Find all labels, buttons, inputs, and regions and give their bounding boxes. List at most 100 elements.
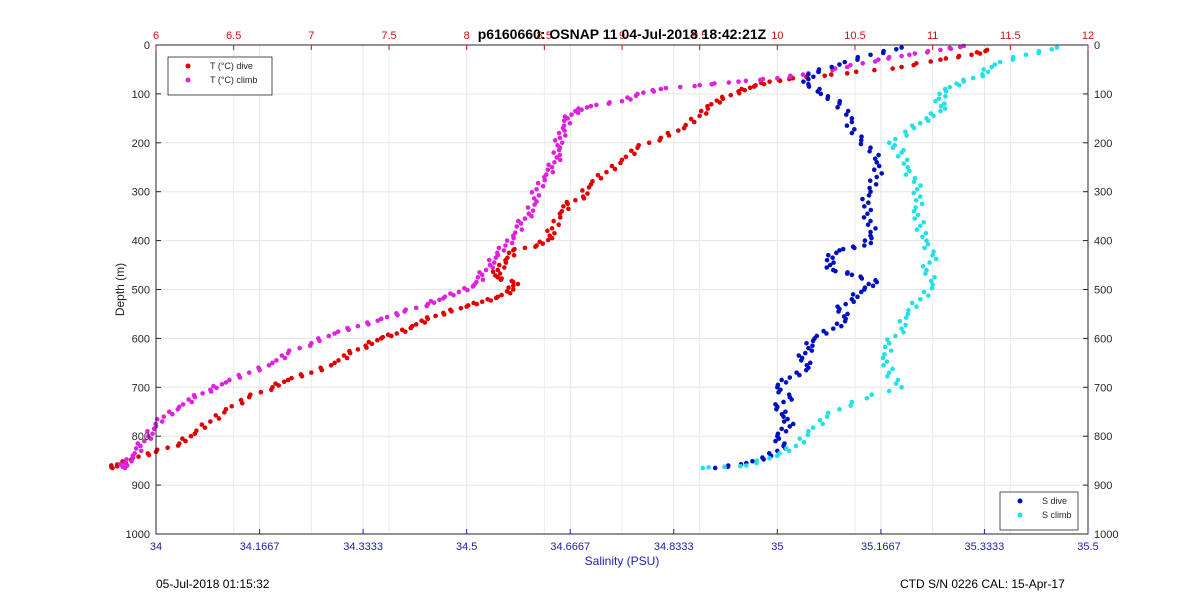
data-point — [227, 377, 232, 383]
data-point — [556, 130, 562, 136]
data-point — [510, 248, 516, 253]
data-point — [536, 193, 542, 198]
data-point — [712, 465, 718, 471]
data-point — [192, 431, 198, 437]
data-point — [793, 443, 799, 449]
legend-marker — [1017, 498, 1023, 504]
data-point — [651, 89, 657, 94]
data-point — [767, 79, 772, 84]
data-point — [943, 56, 949, 61]
data-point — [552, 138, 558, 143]
data-point — [851, 299, 857, 305]
data-point — [924, 238, 929, 243]
data-point — [797, 372, 802, 378]
data-point — [750, 458, 755, 464]
data-point — [893, 333, 898, 339]
data-point — [783, 380, 789, 385]
data-point — [425, 316, 431, 322]
data-point — [866, 200, 871, 206]
data-point — [761, 81, 767, 87]
data-point — [787, 375, 793, 380]
data-point — [805, 432, 811, 438]
data-point — [901, 329, 906, 335]
data-point — [170, 411, 175, 417]
data-point — [899, 385, 904, 390]
data-point — [922, 245, 927, 251]
data-point — [890, 366, 895, 372]
data-point — [545, 167, 551, 172]
data-point — [810, 338, 816, 344]
data-point — [276, 383, 282, 388]
data-point — [919, 201, 925, 207]
data-point — [929, 285, 935, 291]
data-point — [781, 419, 787, 424]
data-point — [552, 160, 557, 165]
data-point — [876, 152, 881, 158]
data-point — [663, 85, 669, 91]
data-point — [873, 226, 878, 231]
data-point — [882, 344, 888, 350]
data-point — [761, 457, 766, 462]
data-point — [926, 118, 931, 124]
data-point — [849, 116, 855, 121]
data-point — [165, 445, 170, 450]
data-point — [534, 186, 539, 192]
data-point — [804, 340, 809, 346]
data-point — [580, 188, 585, 193]
data-point — [565, 116, 570, 121]
legend-salinity — [999, 491, 1079, 531]
data-point — [845, 311, 850, 317]
x-top-tick-label: 7 — [308, 30, 314, 42]
data-point — [658, 86, 664, 92]
data-point — [890, 145, 896, 150]
data-point — [869, 235, 874, 241]
data-point — [775, 385, 780, 390]
data-point — [635, 145, 640, 150]
data-point — [180, 402, 186, 407]
data-point — [849, 119, 855, 125]
data-point — [911, 62, 916, 68]
data-point — [803, 367, 809, 373]
data-point — [848, 403, 853, 408]
data-point — [266, 362, 272, 368]
data-point — [858, 141, 864, 147]
data-point — [237, 375, 243, 380]
data-point — [297, 345, 302, 351]
data-point — [464, 304, 469, 309]
data-point — [914, 186, 920, 192]
y-tick-label-right: 1000 — [1094, 529, 1118, 541]
data-point — [754, 460, 759, 466]
data-point — [1010, 57, 1016, 62]
data-point — [146, 452, 152, 458]
data-point — [751, 84, 757, 89]
data-point — [997, 59, 1003, 65]
x-top-tick-label: 8 — [464, 30, 470, 42]
data-point — [138, 448, 144, 454]
data-point — [493, 255, 499, 261]
data-point — [510, 283, 516, 289]
data-point — [837, 101, 842, 106]
data-point — [413, 322, 419, 327]
data-point — [530, 208, 536, 213]
data-point — [901, 161, 907, 166]
data-point — [852, 127, 857, 132]
data-point — [554, 155, 560, 160]
data-point — [815, 89, 821, 94]
data-point — [384, 314, 390, 320]
data-point — [188, 433, 194, 439]
x-bottom-tick-label: 34.5 — [456, 541, 477, 553]
data-point — [433, 313, 438, 319]
data-point — [810, 425, 816, 430]
data-point — [657, 138, 662, 143]
data-point — [567, 120, 573, 126]
series-t-c-climb — [117, 43, 967, 471]
legend-marker — [185, 63, 191, 69]
data-point — [402, 309, 407, 314]
data-point — [566, 206, 571, 212]
data-point — [787, 74, 793, 80]
data-point — [903, 172, 909, 177]
data-point — [628, 97, 633, 102]
data-point — [703, 111, 709, 116]
data-point — [817, 418, 823, 423]
data-point — [557, 157, 563, 163]
